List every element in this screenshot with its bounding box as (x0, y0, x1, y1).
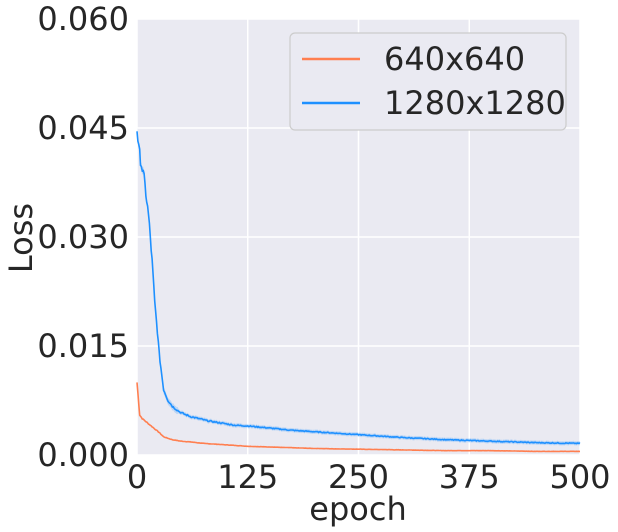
legend-label-1280: 1280x1280 (384, 84, 566, 122)
y-tick-label: 0.060 (37, 0, 129, 38)
legend-label-640: 640x640 (384, 40, 525, 78)
series-lines (136, 127, 581, 453)
legend-box (289, 32, 567, 131)
y-axis-label: Loss (2, 203, 40, 273)
series-band-1 (137, 127, 580, 446)
series-line-0 (136, 382, 580, 453)
y-tick-label: 0.030 (37, 218, 129, 256)
x-tick-labels: 0 125 250 375 500 (127, 458, 611, 496)
y-tick-label: 0.000 (37, 436, 129, 474)
x-tick-label: 500 (549, 458, 610, 496)
legend: 640x640 1280x1280 (289, 32, 567, 131)
x-axis-label: epoch (309, 490, 406, 528)
x-tick-label: 125 (217, 458, 278, 496)
y-tick-labels: 0.000 0.015 0.030 0.045 0.060 (37, 0, 129, 474)
y-tick-label: 0.045 (37, 109, 129, 147)
y-tick-label: 0.015 (37, 327, 129, 365)
series-line-1 (136, 131, 581, 445)
x-tick-label: 375 (439, 458, 500, 496)
x-tick-label: 0 (127, 458, 147, 496)
x-tick-label: 250 (328, 458, 389, 496)
